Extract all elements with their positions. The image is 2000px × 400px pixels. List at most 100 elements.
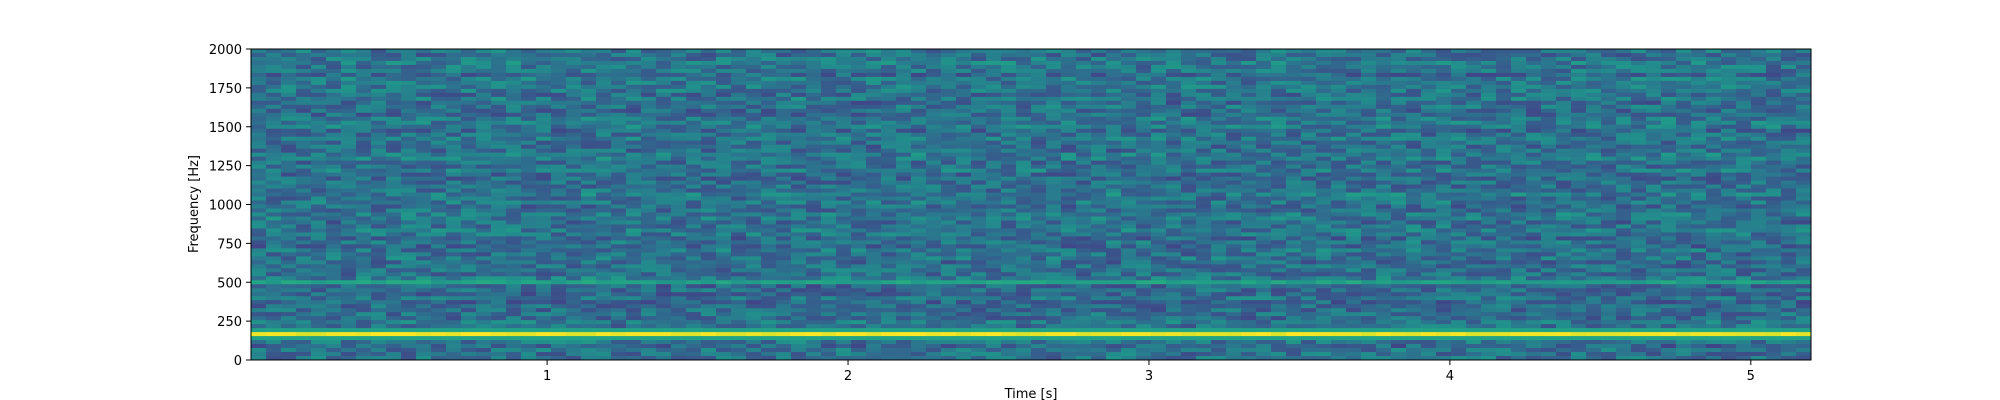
heatmap-cell xyxy=(1376,76,1392,82)
heatmap-cell xyxy=(1316,84,1332,90)
heatmap-cell xyxy=(1136,216,1152,222)
heatmap-cell xyxy=(491,176,507,182)
heatmap-cell xyxy=(1271,116,1287,122)
heatmap-cell xyxy=(1586,100,1602,106)
heatmap-cell xyxy=(1421,128,1437,134)
heatmap-cell xyxy=(1676,128,1692,134)
heatmap-cell xyxy=(1406,60,1422,66)
heatmap-cell xyxy=(1331,188,1347,194)
heatmap-cell xyxy=(1106,76,1122,82)
heatmap-cell xyxy=(1211,104,1227,110)
heatmap-cell xyxy=(1256,236,1272,241)
heatmap-cell xyxy=(686,212,702,218)
heatmap-cell xyxy=(1631,76,1647,82)
heatmap-cell xyxy=(491,104,507,110)
heatmap-cell xyxy=(1526,140,1542,146)
heatmap-cell xyxy=(281,192,297,198)
heatmap-cell xyxy=(821,116,837,122)
heatmap-cell xyxy=(1721,176,1737,182)
heatmap-cell xyxy=(476,200,492,206)
heatmap-cell xyxy=(911,236,927,241)
heatmap-cell xyxy=(1241,152,1257,158)
heatmap-cell xyxy=(1421,76,1437,82)
heatmap-cell xyxy=(1481,76,1497,82)
heatmap-cell xyxy=(1271,92,1287,98)
heatmap-cell xyxy=(1316,188,1332,194)
heatmap-cell xyxy=(311,180,327,186)
heatmap-cell xyxy=(1421,232,1437,237)
heatmap-cell xyxy=(1676,208,1692,214)
heatmap-cell xyxy=(1196,49,1212,54)
heatmap-cell xyxy=(1226,184,1242,190)
heatmap-cell xyxy=(1241,188,1257,194)
heatmap-cell xyxy=(836,100,852,106)
heatmap-cell xyxy=(806,192,822,198)
heatmap-cell xyxy=(1661,92,1677,98)
heatmap-cell xyxy=(296,148,312,154)
heatmap-cell xyxy=(1301,164,1317,170)
heatmap-cell xyxy=(1526,204,1542,210)
heatmap-cell xyxy=(1001,184,1017,190)
heatmap-cell xyxy=(641,232,657,237)
heatmap-cell xyxy=(1526,76,1542,82)
heatmap-cell xyxy=(1586,212,1602,218)
heatmap-cell xyxy=(956,172,972,178)
heatmap-cell xyxy=(431,56,447,62)
heatmap-cell xyxy=(986,49,1002,54)
heatmap-cell xyxy=(1016,56,1032,62)
heatmap-cell xyxy=(416,180,432,186)
heatmap-cell xyxy=(461,56,477,62)
heatmap-cell xyxy=(686,196,702,202)
heatmap-cell xyxy=(521,236,537,241)
heatmap-cell xyxy=(476,216,492,222)
heatmap-cell xyxy=(761,212,777,218)
heatmap-cell xyxy=(836,164,852,170)
heatmap-cell xyxy=(701,220,717,226)
heatmap-cell xyxy=(1031,220,1047,226)
heatmap-cell xyxy=(341,156,357,162)
heatmap-cell xyxy=(416,236,432,241)
heatmap-cell xyxy=(251,124,267,130)
heatmap-cell xyxy=(311,72,327,78)
heatmap-cell xyxy=(641,108,657,114)
heatmap-cell xyxy=(1241,136,1257,142)
heatmap-cell xyxy=(1196,176,1212,182)
heatmap-cell xyxy=(1301,144,1317,150)
heatmap-cell xyxy=(461,100,477,106)
heatmap-cell xyxy=(776,200,792,206)
heatmap-cell xyxy=(1061,188,1077,194)
heatmap-cell xyxy=(1646,140,1662,146)
heatmap-cell xyxy=(1616,180,1632,186)
heatmap-cell xyxy=(326,184,342,190)
heatmap-cell xyxy=(671,172,687,178)
heatmap-cell xyxy=(641,208,657,214)
heatmap-cell xyxy=(1031,204,1047,210)
heatmap-cell xyxy=(1796,228,1811,234)
heatmap-cell xyxy=(761,172,777,178)
heatmap-cell xyxy=(1301,180,1317,186)
heatmap-cell xyxy=(971,56,987,62)
heatmap-cell xyxy=(446,180,462,186)
heatmap-cell xyxy=(1556,164,1572,170)
heatmap-cell xyxy=(1361,236,1377,241)
heatmap-cell xyxy=(461,88,477,94)
heatmap-cell xyxy=(1466,92,1482,98)
heatmap-cell xyxy=(1301,92,1317,98)
heatmap-cell xyxy=(1736,224,1752,230)
heatmap-cell xyxy=(1211,232,1227,237)
heatmap-cell xyxy=(1721,236,1737,241)
heatmap-cell xyxy=(1586,64,1602,70)
heatmap-cell xyxy=(1736,180,1752,186)
heatmap-cell xyxy=(1346,68,1362,74)
heatmap-cell xyxy=(1451,168,1467,174)
heatmap-cell xyxy=(1031,208,1047,214)
heatmap-cell xyxy=(836,56,852,62)
heatmap-cell xyxy=(806,172,822,178)
heatmap-cell xyxy=(1076,100,1092,106)
heatmap-cell xyxy=(1046,92,1062,98)
heatmap-cell xyxy=(1376,212,1392,218)
heatmap-cell xyxy=(581,144,597,150)
heatmap-cell xyxy=(1721,128,1737,134)
heatmap-cell xyxy=(1601,208,1617,214)
heatmap-cell xyxy=(1751,148,1767,154)
